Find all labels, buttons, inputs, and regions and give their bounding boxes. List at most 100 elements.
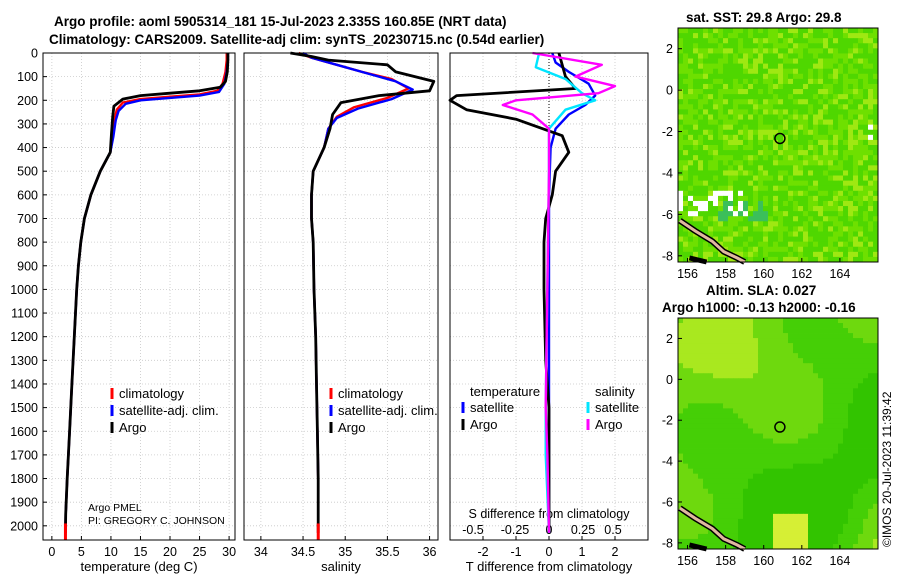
map-cell [703, 190, 709, 197]
map-cell [873, 190, 879, 197]
map-cell [683, 413, 689, 419]
map-cell [733, 348, 739, 354]
map-cell [753, 328, 759, 334]
map-cell [783, 109, 789, 115]
map-cell [843, 200, 849, 207]
map-cell [738, 338, 744, 344]
map-cell [758, 328, 764, 334]
map-cell [843, 413, 849, 419]
map-cell [803, 246, 809, 253]
map-cell [853, 528, 859, 535]
map-cell [778, 408, 784, 414]
map-y-tick-label: -2 [662, 414, 673, 428]
map-cell [748, 393, 754, 399]
map-cell [703, 408, 709, 414]
map-cell [843, 48, 849, 54]
map-cell [798, 333, 804, 339]
map-cell [733, 119, 739, 126]
map-cell [748, 483, 754, 490]
map-cell [868, 388, 874, 394]
map-cell [708, 53, 714, 59]
map-cell [768, 256, 774, 263]
map-cell [818, 63, 824, 70]
map-cell [873, 160, 879, 166]
map-cell [768, 226, 774, 232]
map-cell [713, 78, 719, 85]
map-cell [873, 498, 879, 505]
map-cell [733, 458, 739, 465]
map-cell [828, 109, 834, 115]
map-cell [753, 338, 759, 344]
map-cell [703, 428, 709, 434]
map-cell [868, 368, 874, 374]
map-cell [778, 458, 784, 465]
map-cell [733, 206, 739, 212]
map-cell [768, 418, 774, 424]
map-cell [713, 109, 719, 115]
map-cell [868, 63, 874, 70]
map-cell [723, 418, 729, 424]
map-cell [708, 343, 714, 349]
map-cell [793, 363, 799, 369]
map-cell [743, 328, 749, 334]
map-cell [873, 94, 879, 100]
map-cell [698, 523, 704, 530]
map-cell [743, 383, 749, 389]
map-cell [678, 73, 684, 80]
map-cell [868, 438, 874, 444]
map-cell [688, 383, 694, 389]
map-cell [828, 423, 834, 429]
map-cell [793, 468, 799, 475]
map-cell [778, 73, 784, 80]
map-cell [823, 418, 829, 424]
map-cell [868, 473, 874, 480]
map-cell [863, 28, 869, 34]
map-cell [853, 190, 859, 197]
map-cell [813, 373, 819, 379]
map-cell [748, 338, 754, 344]
map-cell [743, 53, 749, 59]
map-cell [833, 473, 839, 480]
map-cell [733, 190, 739, 197]
map-cell [813, 413, 819, 419]
map-cell [713, 119, 719, 126]
map-cell [728, 129, 734, 136]
map-cell [843, 368, 849, 374]
map-cell [828, 513, 834, 520]
map-cell [828, 353, 834, 359]
map-cell [723, 353, 729, 359]
map-cell [793, 478, 799, 485]
map-cell [843, 94, 849, 100]
map-cell [778, 43, 784, 49]
map-cell [743, 226, 749, 232]
map-cell [833, 318, 839, 324]
map-cell [798, 468, 804, 475]
map-cell [803, 114, 809, 120]
map-cell [788, 165, 794, 171]
map-cell [773, 413, 779, 419]
map-cell [708, 211, 714, 217]
map-cell [758, 488, 764, 495]
map-cell [708, 195, 714, 202]
map-cell [753, 221, 759, 227]
map-cell [818, 373, 824, 379]
map-cell [723, 241, 729, 248]
map-cell [833, 145, 839, 151]
map-cell [728, 160, 734, 166]
map-cell [823, 333, 829, 339]
map-cell [688, 458, 694, 465]
map-cell [848, 318, 854, 324]
map-cell [693, 94, 699, 100]
map-cell [823, 523, 829, 530]
map-cell [833, 413, 839, 419]
map-cell [783, 523, 789, 530]
map-cell [853, 353, 859, 359]
map-cell [688, 251, 694, 258]
map-cell [708, 448, 714, 454]
map-cell [688, 28, 694, 34]
map-cell [723, 358, 729, 364]
map-cell [738, 523, 744, 530]
map-cell [713, 398, 719, 404]
map-cell [838, 43, 844, 49]
